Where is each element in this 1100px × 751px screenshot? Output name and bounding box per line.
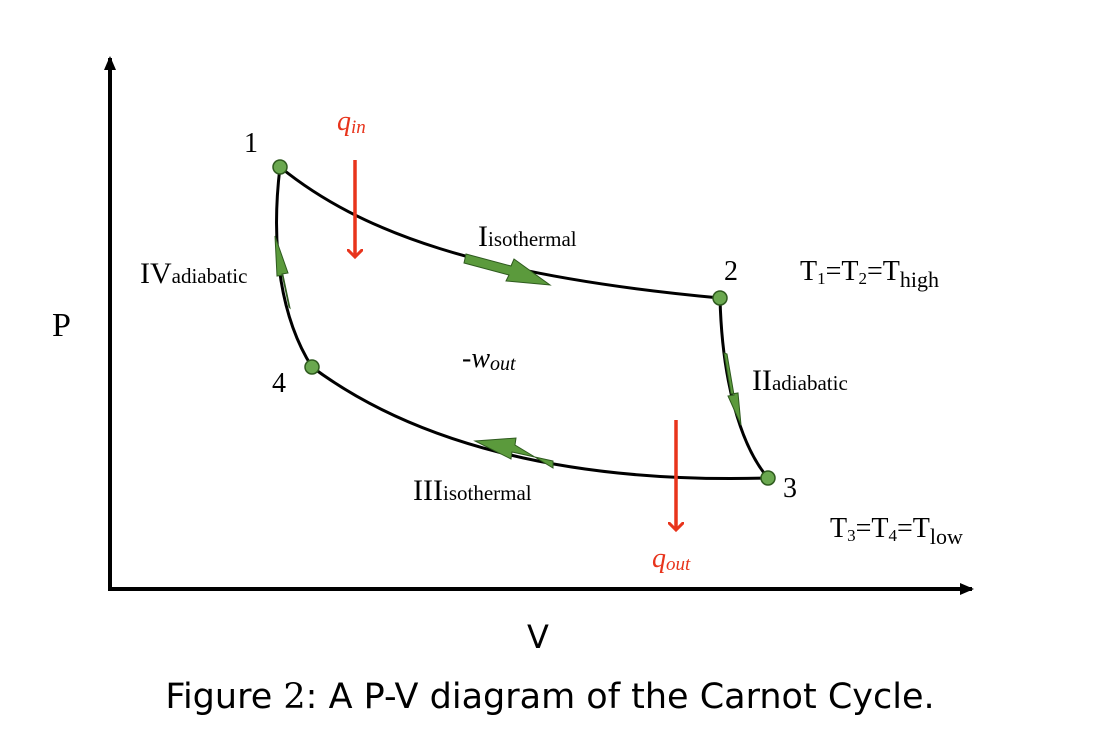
process-iv-roman: IV	[140, 257, 172, 290]
process-i-isothermal-curve	[279, 165, 721, 300]
point-label-3: 3	[783, 473, 797, 504]
process-iv-adiabatic-curve	[275, 166, 314, 368]
temp-low-s2: 4	[889, 526, 898, 545]
process-i-arrow	[463, 253, 552, 286]
heat-in-sub: in	[351, 117, 366, 138]
temp-high-eq1: =T	[826, 256, 859, 287]
temp-low-sub: low	[930, 524, 963, 549]
point-label-1: 1	[244, 128, 258, 159]
heat-out-sub: out	[666, 554, 691, 575]
x-axis-label: V	[527, 618, 549, 656]
work-label: -wout	[462, 343, 516, 375]
temp-low-s1: 3	[847, 526, 856, 545]
process-i-kind: isothermal	[488, 227, 577, 251]
caption-text: : A P-V diagram of the Carnot Cycle.	[305, 677, 935, 717]
heat-out-label: qout	[652, 543, 691, 575]
temp-low-t: T	[830, 513, 847, 544]
temp-low-eq2: =T	[897, 513, 930, 544]
heat-out-symbol: q	[652, 543, 666, 574]
point-label-4: 4	[272, 368, 286, 399]
process-iv-arrow	[274, 235, 291, 310]
caption-prefix: Figure	[165, 677, 284, 717]
process-ii-label: IIadiabatic	[752, 364, 848, 397]
state-point-2	[712, 290, 728, 306]
process-ii-kind: adiabatic	[772, 371, 848, 395]
temp-high-s2: 2	[859, 269, 868, 288]
process-iv-kind: adiabatic	[172, 264, 248, 288]
work-prefix: -w	[462, 343, 490, 374]
state-point-1	[272, 159, 288, 175]
temperature-low-label: T3=T4=Tlow	[830, 513, 963, 549]
temp-high-t: T	[800, 256, 817, 287]
process-iii-isothermal-curve	[311, 365, 769, 481]
heat-in-symbol: q	[337, 106, 351, 137]
temp-high-eq2: =T	[867, 256, 900, 287]
process-iii-arrow	[473, 437, 554, 469]
y-axis-label: P	[52, 307, 71, 344]
process-ii-roman: II	[752, 364, 772, 397]
work-sub: out	[490, 353, 516, 375]
process-iii-kind: isothermal	[443, 481, 532, 505]
process-ii-arrow	[723, 352, 742, 426]
state-point-4	[304, 359, 320, 375]
temp-high-sub: high	[900, 267, 939, 292]
process-iii-roman: III	[413, 474, 443, 507]
temperature-high-label: T1=T2=Thigh	[800, 256, 939, 292]
temp-high-s1: 1	[817, 269, 826, 288]
point-label-2: 2	[724, 256, 738, 287]
process-iii-label: IIIisothermal	[413, 474, 532, 507]
caption-number: 2	[283, 677, 306, 717]
process-iv-label: IVadiabatic	[140, 257, 247, 290]
state-point-3	[760, 470, 776, 486]
temp-low-eq1: =T	[856, 513, 889, 544]
figure-caption: Figure 2: A P-V diagram of the Carnot Cy…	[0, 680, 1100, 715]
process-i-roman: I	[478, 220, 488, 253]
process-i-label: Iisothermal	[478, 220, 577, 253]
heat-in-label: qin	[337, 106, 366, 138]
